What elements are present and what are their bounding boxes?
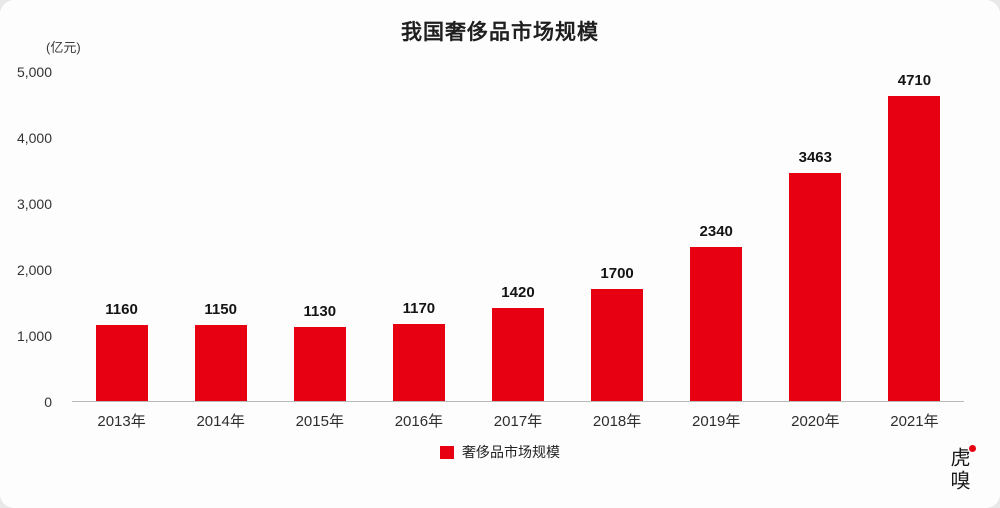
watermark-logo: 虎嗅	[947, 445, 976, 498]
plot-area: 1160 2013年 1150 2014年 1130 2015年 1170 2016年 1420…	[72, 72, 964, 430]
bar	[690, 247, 743, 401]
watermark-red-dot-icon	[969, 445, 976, 452]
bar-group: 4710 2021年	[865, 72, 964, 430]
bar-value-label: 1420	[501, 283, 535, 301]
x-axis-label: 2018年	[592, 413, 642, 430]
x-axis-label: 2014年	[196, 413, 245, 430]
bar-group: 1420 2017年	[468, 72, 567, 430]
bar-value-label: 1130	[303, 302, 337, 320]
bar	[789, 173, 842, 401]
bar-value-label: 1160	[105, 300, 138, 318]
bar	[491, 307, 544, 401]
legend: 奢侈品市场规模	[0, 442, 1000, 462]
legend-label: 奢侈品市场规模	[462, 444, 560, 460]
bar	[95, 324, 148, 401]
bar-value-label: 1700	[600, 265, 634, 283]
legend-swatch-icon	[440, 445, 454, 459]
x-axis-label: 2019年	[692, 413, 741, 430]
bar	[392, 324, 445, 401]
bar	[293, 326, 346, 401]
y-axis-unit-label: (亿元)	[46, 40, 81, 55]
bar-group: 1150 2014年	[171, 72, 270, 430]
bar-value-label: 3463	[798, 149, 832, 167]
x-axis-label: 2013年	[97, 413, 146, 430]
bar-group: 1170 2016年	[369, 72, 468, 430]
bar	[591, 289, 644, 401]
bar-value-label: 1170	[402, 300, 436, 318]
x-axis-label: 2016年	[394, 413, 444, 430]
y-axis-tick-label: 4,000	[16, 130, 52, 146]
y-axis-tick-label: 1,000	[16, 328, 52, 344]
y-axis-tick-label: 2,000	[16, 262, 52, 278]
y-axis-tick-label: 0	[44, 394, 52, 410]
bar-group: 1130 2015年	[270, 72, 369, 430]
bar-group: 2340 2019年	[667, 72, 766, 430]
bar	[194, 325, 247, 401]
x-axis-label: 2020年	[791, 413, 840, 430]
y-axis-tick-label: 5,000	[16, 64, 52, 80]
x-axis-label: 2021年	[890, 413, 939, 430]
bar-group: 3463 2020年	[766, 72, 865, 430]
x-axis-label: 2017年	[493, 413, 543, 430]
y-axis-tick-label: 3,000	[16, 196, 52, 212]
bar-value-label: 1150	[204, 301, 237, 319]
bar-group: 1160 2013年	[72, 72, 171, 430]
bar-value-label: 4710	[897, 72, 932, 89]
watermark-text: 虎嗅	[947, 447, 969, 493]
bar-group: 1700 2018年	[568, 72, 667, 430]
y-axis: 0 1,000 2,000 3,000 4,000 5,000	[0, 64, 60, 410]
bar	[888, 96, 941, 401]
chart-title: 我国奢侈品市场规模	[401, 21, 599, 44]
bar-value-label: 2340	[699, 223, 733, 241]
x-axis-label: 2015年	[295, 413, 344, 430]
